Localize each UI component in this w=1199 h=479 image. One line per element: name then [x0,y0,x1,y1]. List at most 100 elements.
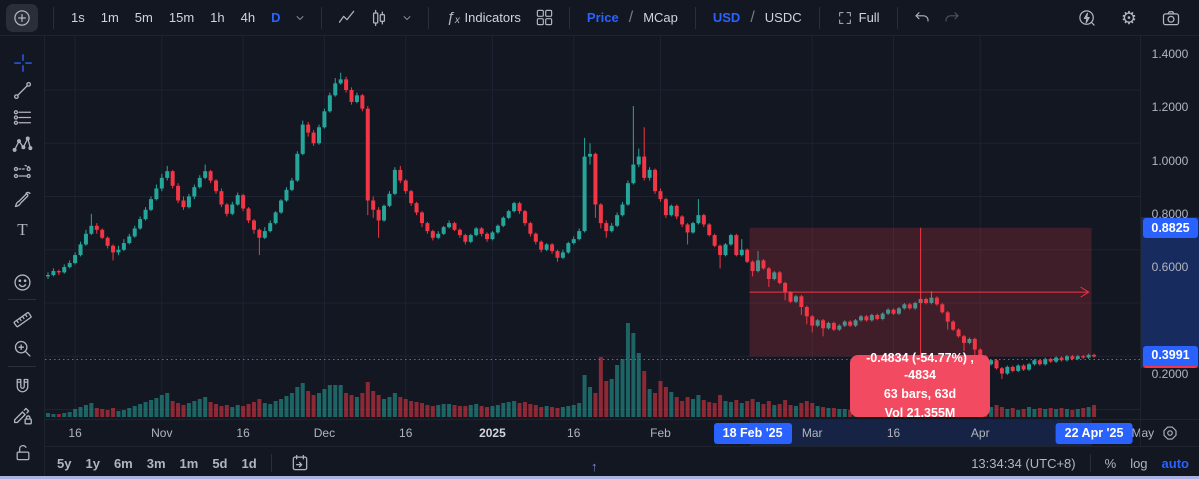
timeframe-1h[interactable]: 1h [210,10,225,25]
timeframe-1s[interactable]: 1s [71,10,85,25]
usd-currency-button[interactable]: USD [712,10,741,25]
settings-button[interactable]: ⚙ [1117,6,1141,30]
price-tick-label: 1.4000 [1151,47,1189,61]
candlesticks-layer [46,72,1097,379]
fullscreen-button[interactable]: Full [831,6,886,30]
range-5y-button[interactable]: 5y [57,455,72,471]
candlestick-icon [373,9,386,26]
time-tick-label: 16 [567,426,581,440]
undo-button[interactable] [909,6,935,30]
toolbar-separator [321,6,323,29]
gear-icon: ⚙ [1120,7,1137,28]
timeframe-4h[interactable]: 4h [240,10,256,25]
zoom-in-tool[interactable] [10,336,35,361]
chart-plot-area[interactable]: -0.4834 (-54.77%) , -4834 63 bars, 63d V… [45,36,1140,420]
camera-icon [1162,10,1180,25]
measure-change-line: -0.4834 (-54.77%) , -4834 [866,351,974,382]
sidebar-separator [8,366,36,367]
axis-settings-corner[interactable] [1140,419,1199,446]
trend-line-icon [13,81,32,100]
screenshot-button[interactable] [1157,5,1185,31]
clock-display[interactable]: 13:34:34 (UTC+8) [971,455,1076,471]
range-1y-button[interactable]: 1y [85,455,100,471]
timeframe-1m[interactable]: 1m [100,10,119,25]
measure-price-label-low: 0.3991 [1143,346,1198,368]
magnifier-plus-icon [14,340,31,357]
crosshair-tool[interactable] [10,50,35,75]
brush-tool[interactable] [10,187,35,212]
range-3m-button[interactable]: 3m [146,455,166,471]
measure-range-overlay[interactable] [749,227,1092,399]
time-tick-label: Mar [801,426,823,440]
layout-grid-button[interactable] [531,5,558,30]
range-5d-button[interactable]: 5d [212,455,228,471]
xabcd-pattern-tool[interactable] [10,133,35,158]
measure-tool[interactable] [10,307,35,332]
indicators-button[interactable]: ƒₓ Indicators [440,5,526,30]
bottom-accent-line [0,476,1199,479]
price-mode-button[interactable]: Price [586,10,619,25]
mcap-mode-button[interactable]: MCap [643,10,678,25]
price-tick-label: 1.2000 [1151,100,1189,115]
currency-separator: / [750,8,755,26]
measure-time-band [749,420,1092,447]
range-1d-button[interactable]: 1d [241,455,257,471]
reveal-panel-arrow[interactable]: ↑ [591,459,598,474]
emoji-tool[interactable] [10,270,35,295]
line-chart-type-button[interactable] [333,5,361,31]
octagon-settings-icon [1163,426,1177,440]
fx-icon: ƒₓ [446,9,461,26]
time-tick-label: Feb [650,426,671,440]
text-tool[interactable]: T [10,217,35,242]
footer-separator [270,454,272,472]
top-toolbar: 1s 1m 5m 15m 1h 4h D ƒₓ Indicators [0,0,1199,36]
add-symbol-button[interactable] [6,3,38,32]
bottom-toolbar: 5y 1y 6m 3m 1m 5d 1d 13:34:34 (UTC+8) % … [45,446,1199,479]
toolbar-separator [896,6,898,29]
usdc-currency-button[interactable]: USDC [764,10,802,25]
projection-tool[interactable] [10,160,35,185]
fullscreen-label: Full [858,10,880,25]
time-tick-label: Nov [151,426,173,440]
timeframe-15m[interactable]: 15m [168,10,195,25]
indicators-label: Indicators [464,10,521,25]
range-1m-button[interactable]: 1m [179,455,199,471]
timeframe-dropdown[interactable] [290,9,310,27]
drawing-lock-tool[interactable] [10,403,35,428]
undo-icon [915,11,929,22]
percent-scale-toggle[interactable]: % [1104,455,1117,471]
lock-all-tool[interactable] [10,440,35,465]
log-scale-toggle[interactable]: log [1130,455,1148,471]
toolbar-separator [694,6,696,29]
sidebar-separator [8,299,36,300]
timeframe-5m[interactable]: 5m [134,10,153,25]
quick-trade-button[interactable] [1073,5,1101,31]
toolbar-separator [53,6,54,29]
measure-date-label-end: 22 Apr '25 [1055,423,1133,444]
price-axis[interactable]: 1.4000 1.2000 1.0000 0.8000 0.6000 0.2000 0.8… [1140,36,1199,419]
candle-chart-type-button[interactable] [365,5,393,31]
time-tick-label: May [1131,426,1155,440]
grid-icon [536,9,553,26]
auto-scale-toggle[interactable]: auto [1161,455,1189,471]
measure-price-band [1141,217,1199,368]
go-to-date-button[interactable] [286,450,314,476]
magnet-tool[interactable] [10,374,35,399]
drawing-toolbar: T [0,36,45,479]
time-tick-label: Apr [970,426,990,440]
price-tick-label: 0.8000 [1151,206,1189,221]
redo-icon [945,11,959,22]
time-tick-label: 2025 [479,426,506,440]
horizontal-lines-tool[interactable] [10,105,35,130]
projection-icon [13,164,31,179]
measure-bars-line: 63 bars, 63d [883,387,957,401]
chart-type-dropdown[interactable] [397,9,417,27]
candlestick-chart [45,36,1140,419]
timeframe-1d-active[interactable]: D [271,10,281,25]
time-axis[interactable]: 16 Nov 16 Dec 16 2025 16 Feb Mar 16 Apr May 18 Feb … [45,419,1154,447]
price-tick-label: 1.0000 [1151,153,1189,168]
range-6m-button[interactable]: 6m [113,455,133,471]
trend-line-tool[interactable] [10,78,35,103]
redo-button[interactable] [939,6,965,30]
line-chart-icon [339,10,355,23]
